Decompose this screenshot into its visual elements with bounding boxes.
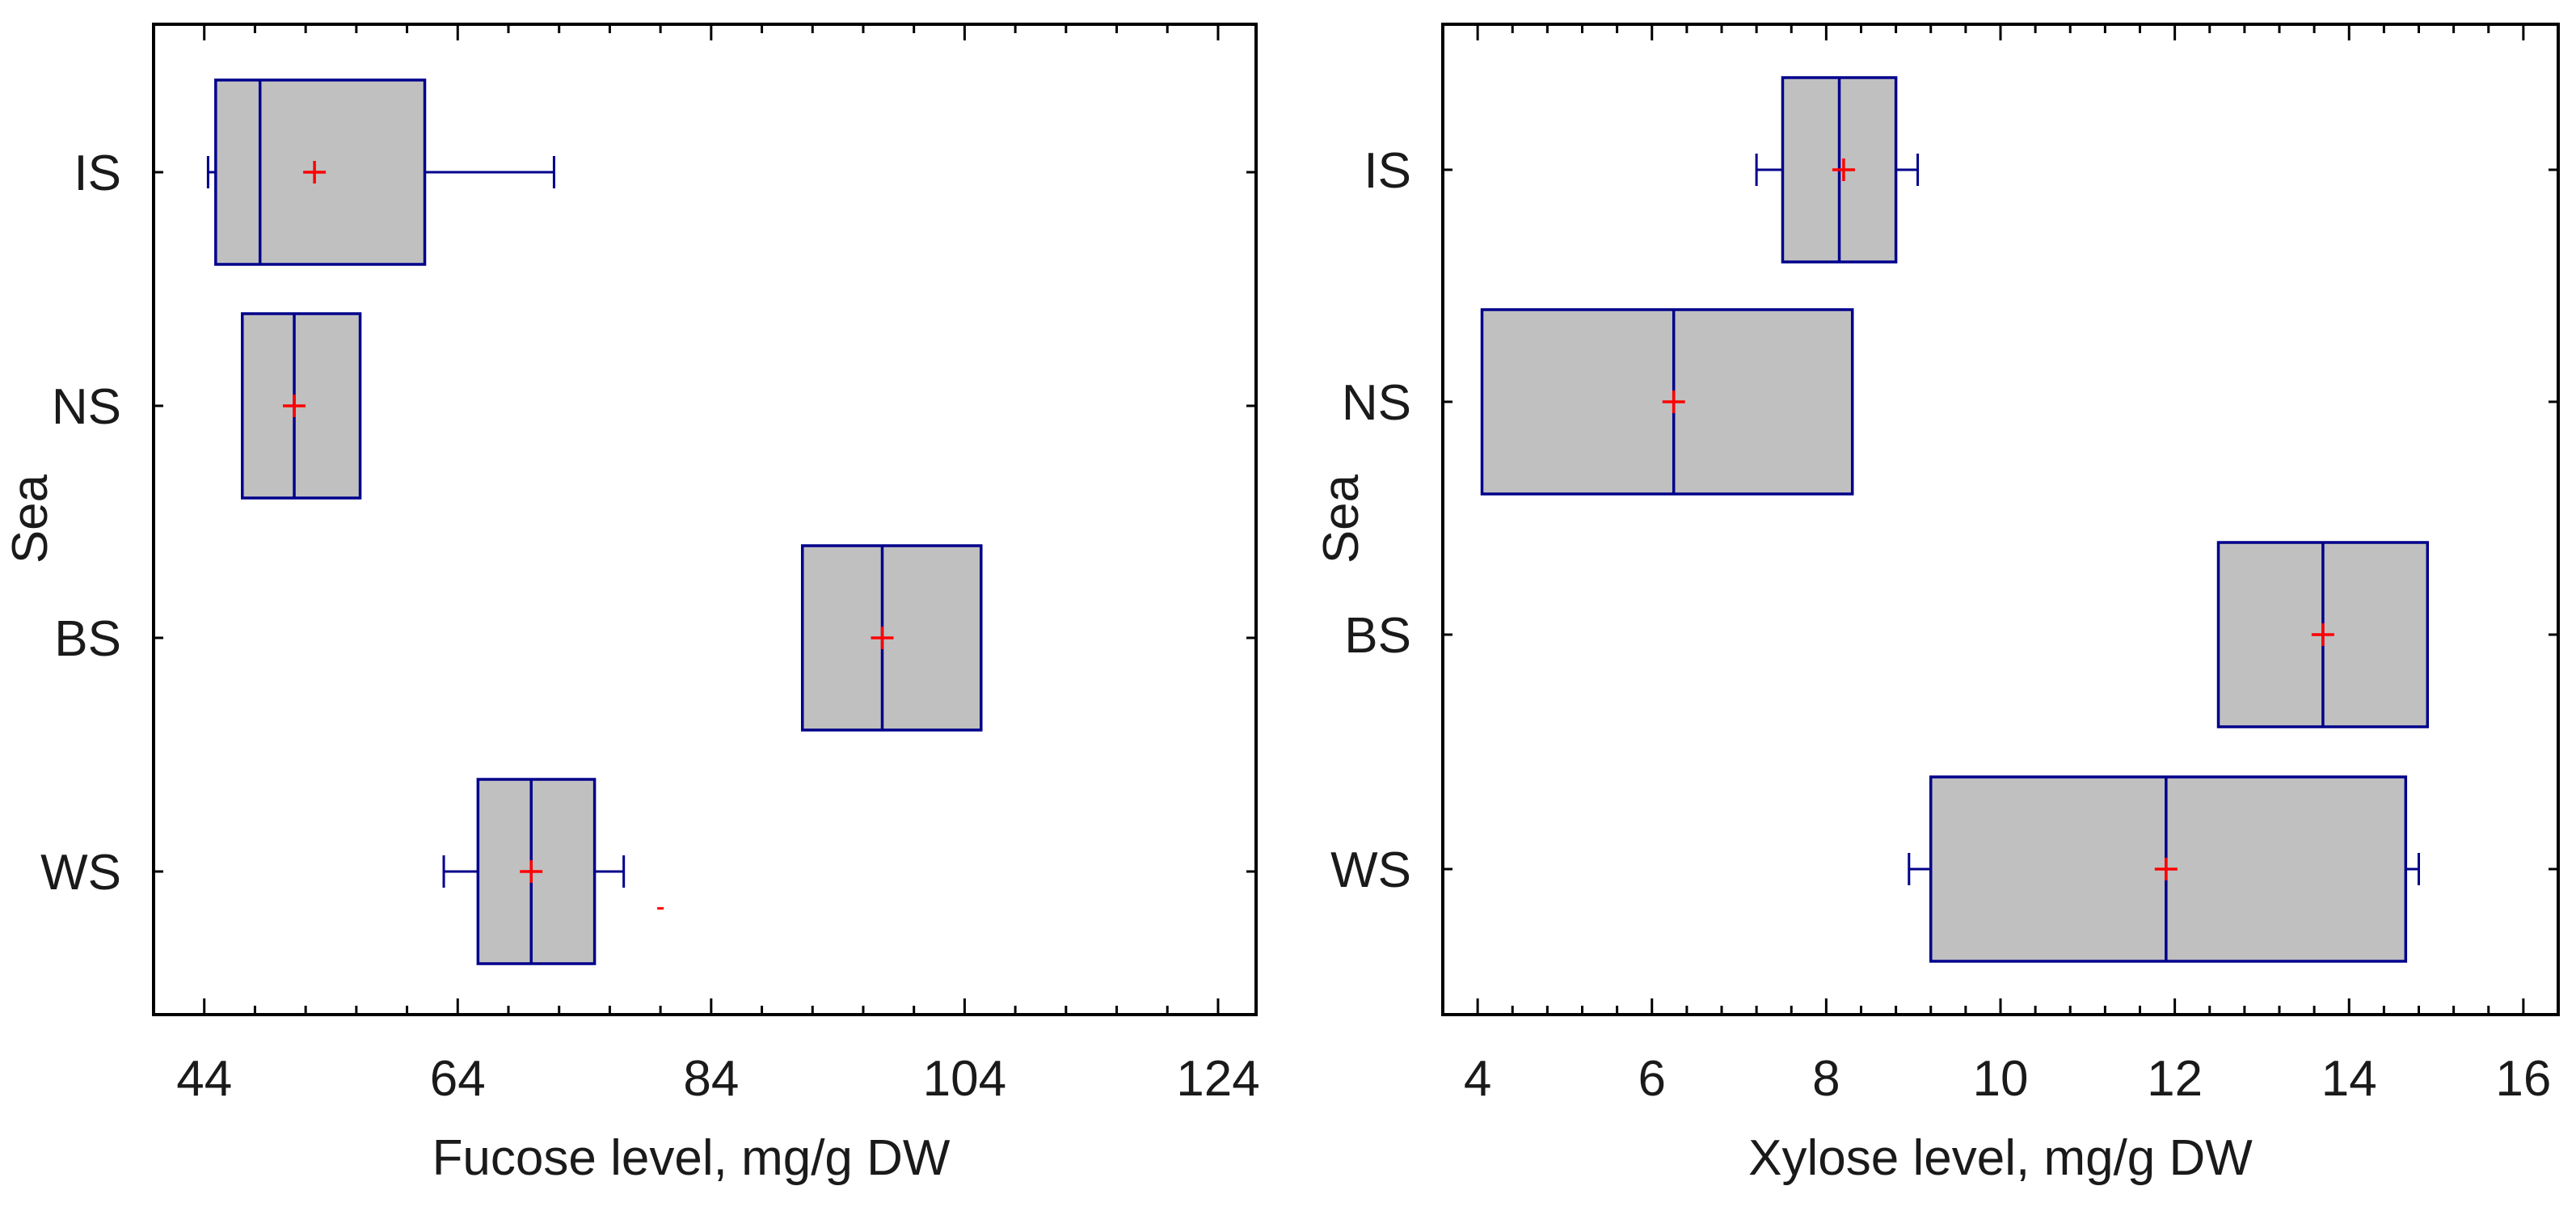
y-tick-label: BS [1344,608,1411,664]
fucose-panel: 44 64 84 104 124 IS NS BS WS Fucose level, mg/g D… [2,23,1260,1186]
y-tick-label: WS [1330,842,1411,898]
x-tick-label: 6 [1638,1051,1666,1107]
x-axis-label: Fucose level, mg/g DW [432,1130,951,1186]
x-tick-label: 104 [923,1051,1006,1107]
x-tick-label: 12 [2147,1051,2203,1107]
y-axis-label: Sea [2,474,58,563]
x-tick-label: 4 [1464,1051,1491,1107]
y-tick-label: NS [1342,375,1411,431]
y-tick-label: WS [40,845,121,901]
x-tick-label: 8 [1812,1051,1840,1107]
x-tick-label: 124 [1176,1051,1259,1107]
x-tick-label: 64 [430,1051,486,1107]
plot-frame [152,23,1258,1016]
x-tick-label: 84 [683,1051,739,1107]
x-tick-label: 14 [2321,1051,2377,1107]
y-tick-label: BS [54,611,121,667]
xylose-panel: 4 6 8 10 12 14 16 IS NS BS WS Xylose level, mg/g DW… [1313,23,2560,1186]
y-tick-label: IS [1364,143,1411,199]
x-tick-label: 10 [1973,1051,2029,1107]
y-axis-label: Sea [1313,474,1369,563]
y-tick-label: IS [74,146,121,201]
y-tick-label: NS [52,379,121,435]
x-tick-label: 16 [2495,1051,2551,1107]
x-tick-label: 44 [176,1051,232,1107]
x-axis-label: Xylose level, mg/g DW [1748,1130,2253,1186]
